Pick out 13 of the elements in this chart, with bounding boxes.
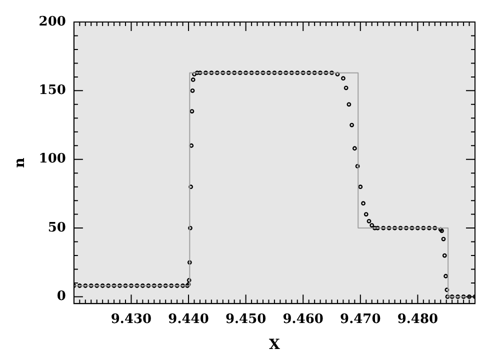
x-tick-label: 9.460: [282, 312, 324, 327]
x-tick-label: 9.450: [225, 312, 266, 327]
y-tick-label: 0: [56, 289, 66, 304]
x-tick-label: 9.480: [397, 312, 438, 327]
x-tick-label: 9.440: [168, 312, 209, 327]
x-tick-label: 9.430: [110, 312, 152, 327]
y-tick-label: 100: [38, 152, 66, 167]
y-tick-label: 50: [48, 220, 66, 236]
y-tick-label: 150: [38, 83, 66, 98]
x-axis-title: X: [269, 337, 280, 354]
y-axis-title: n: [12, 158, 28, 168]
y-tick-label: 200: [38, 14, 66, 30]
x-tick-label: 9.470: [340, 312, 381, 327]
